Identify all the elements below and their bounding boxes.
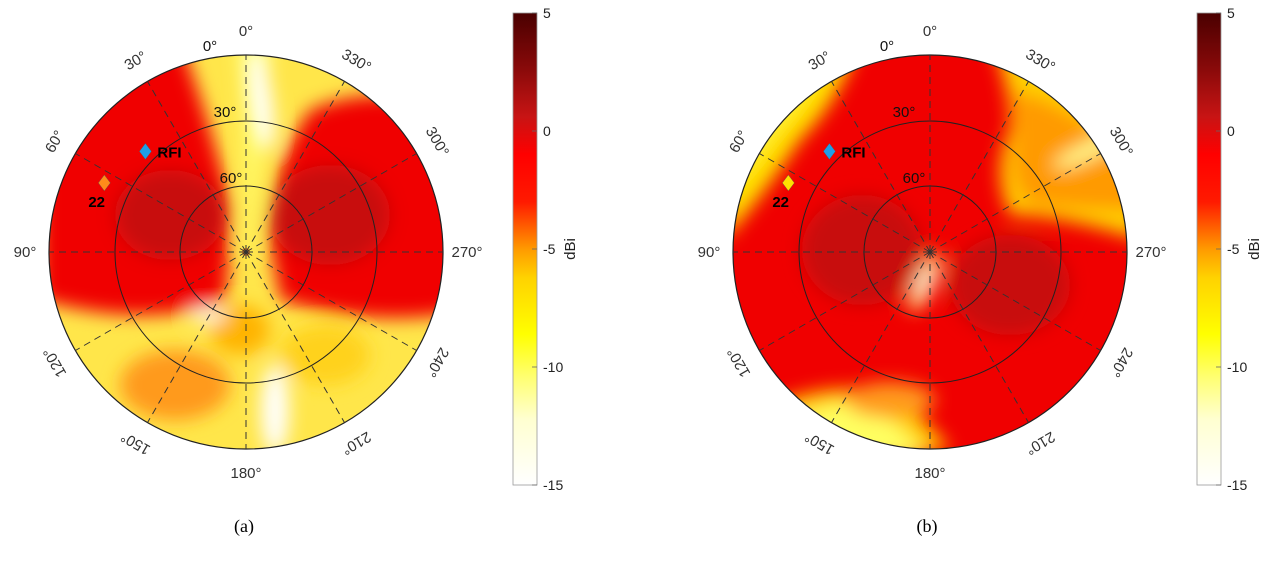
marker-label: RFI xyxy=(841,144,865,161)
polar-plot-a: 0° 330° 300° 270° 240° 210° 180° 150° 120° 90° 60°… xyxy=(14,5,579,537)
marker-diamond xyxy=(139,143,152,160)
azimuth-tick-label: 210° xyxy=(1023,428,1058,458)
colorbar-tick-label: 0 xyxy=(1227,123,1235,139)
azimuth-tick-label: 90° xyxy=(698,244,721,261)
polar-plot-b: 0° 330° 300° 270° 240° 210° 180° 150° 120° 90° 60°… xyxy=(698,5,1263,537)
markers-b: RFI 22 xyxy=(772,143,866,211)
azimuth-tick-label: 240° xyxy=(1106,345,1136,380)
colorbar-tick-label: 5 xyxy=(1227,5,1235,21)
azimuth-tick-label: 240° xyxy=(422,345,452,380)
elevation-label-60: 60° xyxy=(220,170,243,187)
colorbar-label-a: dBi xyxy=(562,238,579,260)
heatmap-a xyxy=(49,55,443,449)
azimuth-spoke xyxy=(245,251,417,351)
azimuth-spoke xyxy=(929,81,1029,253)
azimuth-spoke xyxy=(759,153,931,253)
caption-b: (b) xyxy=(917,516,938,537)
azimuth-tick-label: 270° xyxy=(1135,244,1166,261)
colorbar-tick-label: 0 xyxy=(543,123,551,139)
colorbar-label-b: dBi xyxy=(1246,238,1263,260)
azimuth-tick-label: 180° xyxy=(914,465,945,482)
azimuth-spoke xyxy=(245,251,345,423)
azimuth-tick-label: 150° xyxy=(802,428,837,458)
marker-label: 22 xyxy=(772,194,789,211)
azimuth-tick-label: 90° xyxy=(14,244,37,261)
caption-a: (a) xyxy=(234,516,254,537)
azimuth-spoke xyxy=(75,251,247,351)
marker-diamond xyxy=(98,174,111,192)
azimuth-spoke xyxy=(929,153,1101,253)
azimuth-spoke xyxy=(245,81,345,253)
polar-grid-b xyxy=(732,54,1128,450)
elevation-label-30: 30° xyxy=(893,104,916,121)
azimuth-spoke xyxy=(245,153,417,253)
azimuth-spoke xyxy=(929,251,1029,423)
colorbar-tick-label: -5 xyxy=(543,241,556,257)
elevation-label-60: 60° xyxy=(903,170,926,187)
marker-label: 22 xyxy=(88,194,105,211)
marker-diamond xyxy=(823,143,836,160)
azimuth-tick-label: 0° xyxy=(239,23,253,40)
azimuth-spoke xyxy=(929,251,1101,351)
azimuth-tick-label: 120° xyxy=(724,345,754,380)
azimuth-spoke xyxy=(831,251,931,423)
colorbar-a: 5 0 -5 -10 -15 dBi xyxy=(512,5,579,493)
colorbar-tick-label: -10 xyxy=(1227,359,1247,375)
azimuth-tick-label: 0° xyxy=(923,23,937,40)
azimuth-tick-label: 270° xyxy=(451,244,482,261)
azimuth-tick-label: 30° xyxy=(806,48,834,74)
colorbar-tick-label: -15 xyxy=(1227,477,1247,493)
colorbar-tick-label: -15 xyxy=(543,477,563,493)
azimuth-spoke xyxy=(147,81,247,253)
azimuth-spoke xyxy=(759,251,931,351)
colorbar-tick-label: -5 xyxy=(1227,241,1240,257)
azimuth-tick-label: 330° xyxy=(339,46,374,76)
azimuth-tick-label: 210° xyxy=(339,428,374,458)
markers-a: RFI 22 xyxy=(88,143,182,211)
colorbar-b: 5 0 -5 -10 -15 dBi xyxy=(1196,5,1263,493)
colorbar-tick-label: -10 xyxy=(543,359,563,375)
azimuth-tick-label: 150° xyxy=(118,428,153,458)
elevation-label-0: 0° xyxy=(880,38,894,55)
azimuth-tick-label: 300° xyxy=(1106,124,1136,159)
polar-grid-a xyxy=(48,54,444,450)
elevation-label-0: 0° xyxy=(203,38,217,55)
azimuth-tick-label: 120° xyxy=(40,345,70,380)
azimuth-tick-label: 180° xyxy=(230,465,261,482)
azimuth-spoke xyxy=(831,81,931,253)
heatmap-b xyxy=(733,55,1127,449)
azimuth-tick-label: 60° xyxy=(726,128,752,156)
marker-label: RFI xyxy=(157,144,181,161)
azimuth-tick-label: 330° xyxy=(1023,46,1058,76)
azimuth-spoke xyxy=(75,153,247,253)
azimuth-tick-label: 300° xyxy=(422,124,452,159)
marker-diamond xyxy=(782,174,795,192)
azimuth-spoke xyxy=(147,251,247,423)
azimuth-tick-label: 60° xyxy=(42,128,68,156)
elevation-label-30: 30° xyxy=(214,104,237,121)
azimuth-tick-label: 30° xyxy=(122,48,150,74)
colorbar-tick-label: 5 xyxy=(543,5,551,21)
